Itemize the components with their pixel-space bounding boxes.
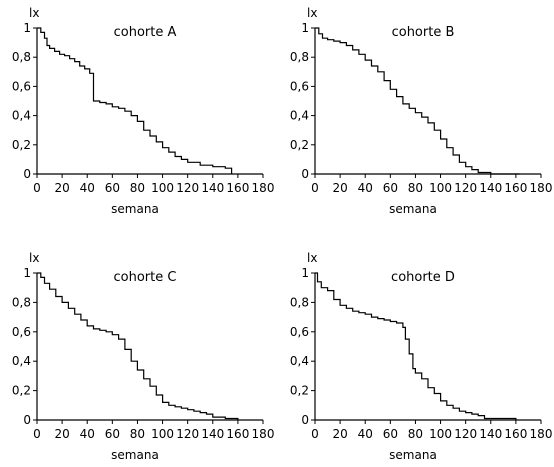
panel-1-y-tick-label: 1 (23, 21, 31, 35)
panel-2-y-tick-label: 0,8 (290, 50, 309, 64)
panel-2-x-tick-label: 20 (332, 181, 347, 195)
panel-2-x-tick-label: 60 (383, 181, 398, 195)
panel-3-x-tick-label: 120 (176, 427, 199, 441)
panel-2-x-tick-label: 180 (530, 181, 553, 195)
panel-2-x-tick-label: 40 (358, 181, 373, 195)
panel-1-y-tick-label: 0,4 (12, 109, 31, 123)
panel-1-x-tick-label: 40 (80, 181, 95, 195)
panel-1-y-tick-label: 0,8 (12, 50, 31, 64)
panel-4-title: cohorte D (391, 270, 455, 285)
panel-2-y-tick-label: 0,2 (290, 138, 309, 152)
panel-1-y-tick-label: 0,2 (12, 138, 31, 152)
panel-1-survival-line (37, 27, 233, 174)
panel-4-x-tick-label: 120 (454, 427, 477, 441)
panel-2-x-tick-label: 120 (454, 181, 477, 195)
panel-3-x-tick-label: 100 (151, 427, 174, 441)
panel-2-x-tick-label: 0 (311, 181, 319, 195)
panel-2-y-axis-title: lx (307, 6, 317, 20)
panel-2-x-tick-label: 160 (504, 181, 527, 195)
panel-2-x-axis-title: semana (389, 202, 437, 216)
panel-1-x-tick-label: 20 (54, 181, 69, 195)
panel-1-x-tick-label: 0 (33, 181, 41, 195)
panel-3-y-axis-title: lx (29, 251, 39, 265)
panel-2-y-tick-label: 0 (301, 167, 309, 181)
panel-2-x-tick-label: 80 (408, 181, 423, 195)
panel-3-x-tick-label: 180 (252, 427, 275, 441)
panel-4-x-tick-label: 180 (530, 427, 553, 441)
panel-3-x-tick-label: 80 (130, 427, 145, 441)
panel-2-x-tick-label: 100 (429, 181, 452, 195)
panel-3-y-tick-label: 0,4 (12, 354, 31, 368)
panel-4-x-tick-label: 80 (408, 427, 423, 441)
panel-1-y-tick-label: 0,6 (12, 79, 31, 93)
panel-4-x-tick-label: 0 (311, 427, 319, 441)
panel-3-y-tick-label: 0,8 (12, 295, 31, 309)
panel-4-x-axis-title: semana (389, 448, 437, 462)
panel-1-x-tick-label: 140 (201, 181, 224, 195)
panel-4-y-tick-label: 0,4 (290, 354, 309, 368)
panel-2-survival-line (315, 27, 520, 175)
panel-4-x-tick-label: 40 (358, 427, 373, 441)
panel-3-survival-line (37, 272, 239, 420)
panel-3-x-tick-label: 160 (226, 427, 249, 441)
panel-3-x-tick-label: 140 (201, 427, 224, 441)
panel-2-y-tick-label: 0,6 (290, 79, 309, 93)
panel-3-y-tick-label: 0,6 (12, 325, 31, 339)
panel-3-x-tick-label: 20 (54, 427, 69, 441)
panel-1-x-tick-label: 100 (151, 181, 174, 195)
panel-1-y-axis-title: lx (29, 6, 39, 20)
panel-1-x-tick-label: 60 (105, 181, 120, 195)
panel-4-x-tick-label: 160 (504, 427, 527, 441)
panel-3-y-tick-label: 0 (23, 413, 31, 427)
panel-3-y-tick-label: 1 (23, 266, 31, 280)
panel-2-y-tick-label: 1 (301, 21, 309, 35)
panel-1-x-tick-label: 160 (226, 181, 249, 195)
panel-1-title: cohorte A (114, 25, 177, 40)
panel-1-x-axis-title: semana (111, 202, 159, 216)
panel-4-x-tick-label: 60 (383, 427, 398, 441)
panel-1-x-tick-label: 80 (130, 181, 145, 195)
panel-3-title: cohorte C (114, 270, 177, 285)
panel-1-x-tick-label: 180 (252, 181, 275, 195)
panel-4-survival-line (315, 272, 517, 420)
panel-4-y-tick-label: 0,8 (290, 295, 309, 309)
panel-3-y-tick-label: 0,2 (12, 384, 31, 398)
panel-4-x-tick-label: 100 (429, 427, 452, 441)
panel-3-x-tick-label: 40 (80, 427, 95, 441)
panel-1-y-tick-label: 0 (23, 167, 31, 181)
panel-4-y-tick-label: 0,6 (290, 325, 309, 339)
panel-4-x-tick-label: 20 (332, 427, 347, 441)
panel-1-x-tick-label: 120 (176, 181, 199, 195)
panel-2-y-tick-label: 0,4 (290, 109, 309, 123)
panel-4-y-tick-label: 0 (301, 413, 309, 427)
panel-3-x-axis-title: semana (111, 448, 159, 462)
panel-4-y-tick-label: 1 (301, 266, 309, 280)
panel-4-y-tick-label: 0,2 (290, 384, 309, 398)
panel-3-x-tick-label: 60 (105, 427, 120, 441)
panel-3-x-tick-label: 0 (33, 427, 41, 441)
panel-2-title: cohorte B (392, 25, 455, 40)
panel-2-x-tick-label: 140 (479, 181, 502, 195)
panel-4-y-axis-title: lx (307, 251, 317, 265)
panel-4-x-tick-label: 140 (479, 427, 502, 441)
